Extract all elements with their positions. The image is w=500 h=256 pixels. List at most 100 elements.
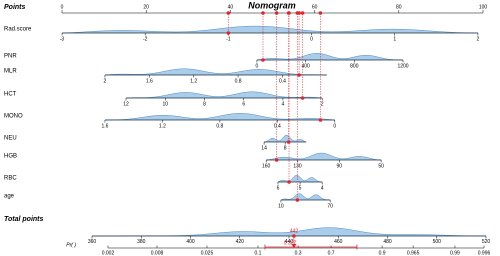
axis-label: Points xyxy=(4,4,25,11)
tick-label: 1200 xyxy=(397,63,408,69)
tick-label: 0.3 xyxy=(295,250,302,256)
tick-label: 0.8 xyxy=(216,123,223,129)
points-marker xyxy=(287,11,291,15)
tick-label: 0.1 xyxy=(254,250,261,256)
tick-label: 10 xyxy=(278,203,284,209)
tick-label: 500 xyxy=(433,239,442,245)
tick-label: 0.025 xyxy=(201,250,214,256)
tick-label: 0.8 xyxy=(235,78,242,84)
tick-label: 0 xyxy=(333,123,336,129)
tick-label: 1.2 xyxy=(159,123,166,129)
tick-label: 360 xyxy=(88,239,97,245)
tick-label: -3 xyxy=(60,36,65,42)
density-decoration xyxy=(104,68,327,76)
marker xyxy=(300,96,305,100)
tick-label: 14 xyxy=(261,145,267,151)
tick-label: 420 xyxy=(236,239,245,245)
tick-label: 90 xyxy=(337,163,343,169)
axis-label: Pr( ) xyxy=(66,242,76,248)
tick-label: 440 xyxy=(285,239,294,245)
marker xyxy=(226,31,231,35)
tick-label: 20 xyxy=(143,4,149,10)
marker-label: 442 xyxy=(290,228,299,234)
tick-label: 6 xyxy=(277,185,280,191)
variable-label: PNR xyxy=(4,54,17,60)
tick-label: 520 xyxy=(482,239,491,245)
points-marker xyxy=(261,11,265,15)
tick-label: -2 xyxy=(143,36,148,42)
tick-label: 4 xyxy=(282,101,285,107)
tick-label: 0.965 xyxy=(407,250,420,256)
tick-label: 0.4 xyxy=(279,78,286,84)
tick-label: 100 xyxy=(479,4,488,10)
tick-label: 1 xyxy=(393,36,396,42)
variable-label: MONO xyxy=(4,114,23,120)
variable-label: NEU xyxy=(4,136,17,142)
tick-label: 5 xyxy=(299,185,302,191)
marker xyxy=(292,234,296,238)
tick-label: 400 xyxy=(301,63,310,69)
density-decoration xyxy=(256,53,404,61)
tick-label: 0.7 xyxy=(328,250,335,256)
marker xyxy=(291,244,297,248)
variable-label: age xyxy=(4,194,15,200)
tick-label: 8 xyxy=(284,145,287,151)
marker-label: 0.327 xyxy=(284,240,297,246)
chart-title: Nomogram xyxy=(248,0,296,10)
tick-label: 6 xyxy=(242,101,245,107)
density-decoration xyxy=(104,113,335,121)
marker xyxy=(261,58,265,62)
tick-label: 8 xyxy=(203,101,206,107)
marker xyxy=(274,158,279,162)
tick-label: 0 xyxy=(256,63,259,69)
tick-label: 0.996 xyxy=(478,250,491,256)
tick-label: 0.99 xyxy=(450,250,460,256)
density-decoration xyxy=(61,25,478,34)
density-decoration xyxy=(266,152,382,161)
tick-label: 1.6 xyxy=(101,123,108,129)
tick-label: 160 xyxy=(262,163,271,169)
points-marker xyxy=(300,11,305,15)
marker xyxy=(295,198,300,202)
tick-label: 480 xyxy=(383,239,392,245)
tick-label: -1 xyxy=(226,36,231,42)
tick-label: 1.6 xyxy=(146,78,153,84)
tick-label: 0 xyxy=(61,4,64,10)
tick-label: 1.2 xyxy=(190,78,197,84)
variable-label: HCT xyxy=(4,92,17,98)
points-marker xyxy=(274,11,279,15)
density-decoration xyxy=(280,193,331,201)
tick-label: 0.008 xyxy=(151,250,164,256)
variable-label: Rad.score xyxy=(4,27,32,33)
tick-label: 0.002 xyxy=(102,250,115,256)
tick-label: 380 xyxy=(137,239,146,245)
tick-label: 40 xyxy=(228,4,234,10)
tick-label: 0 xyxy=(310,36,313,42)
points-marker xyxy=(226,11,231,15)
tick-label: 70 xyxy=(327,203,333,209)
marker xyxy=(286,140,291,144)
tick-label: 2 xyxy=(477,36,480,42)
tick-label: 50 xyxy=(378,163,384,169)
tick-label: 10 xyxy=(162,101,168,107)
tick-label: 12 xyxy=(123,101,129,107)
density-decoration xyxy=(277,174,323,183)
density-decoration xyxy=(125,91,323,99)
density-decoration xyxy=(264,134,307,143)
variable-label: RBC xyxy=(4,176,17,182)
tick-label: 60 xyxy=(312,4,318,10)
tick-label: 0.4 xyxy=(274,123,281,129)
tick-label: 0.9 xyxy=(379,250,386,256)
variable-label: HGB xyxy=(4,154,17,160)
tick-label: 130 xyxy=(293,163,302,169)
tick-label: 4 xyxy=(321,185,324,191)
tick-label: 80 xyxy=(396,4,402,10)
tick-label: 400 xyxy=(186,239,195,245)
points-marker xyxy=(318,11,323,15)
tick-label: 460 xyxy=(334,239,343,245)
tick-label: 800 xyxy=(350,63,359,69)
tick-label: 2 xyxy=(321,101,324,107)
axis-label: Total points xyxy=(4,216,44,223)
